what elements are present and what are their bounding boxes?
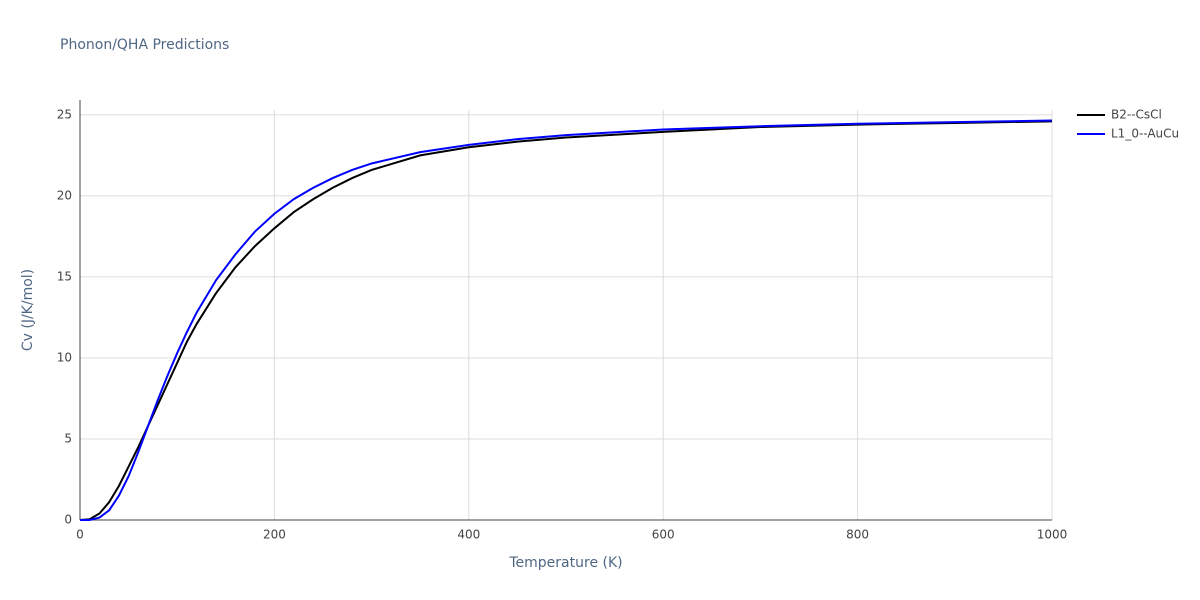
y-tick-label: 20	[57, 188, 72, 202]
y-tick-label: 5	[64, 431, 72, 445]
legend-label: B2--CsCl	[1111, 108, 1162, 122]
y-tick-label: 15	[57, 269, 72, 283]
x-tick-label: 1000	[1037, 528, 1068, 542]
line	[79, 120, 1053, 521]
y-axis-title: Cv (J/K/mol)	[20, 269, 36, 351]
x-tick-label: 200	[263, 528, 286, 542]
x-tick-label: 600	[652, 528, 675, 542]
y-tick-label: 10	[57, 350, 72, 364]
x-axis-title: Temperature (K)	[508, 555, 622, 571]
y-tick-label: 25	[57, 107, 72, 121]
legend-label: L1_0--AuCu	[1111, 127, 1179, 141]
y-tick-label: 0	[64, 513, 72, 527]
line	[80, 119, 1053, 521]
x-tick-label: 400	[457, 528, 480, 542]
x-tick-label: 800	[846, 528, 869, 542]
chart-title: Phonon/QHA Predictions	[60, 37, 229, 53]
x-tick-label: 0	[76, 528, 84, 542]
